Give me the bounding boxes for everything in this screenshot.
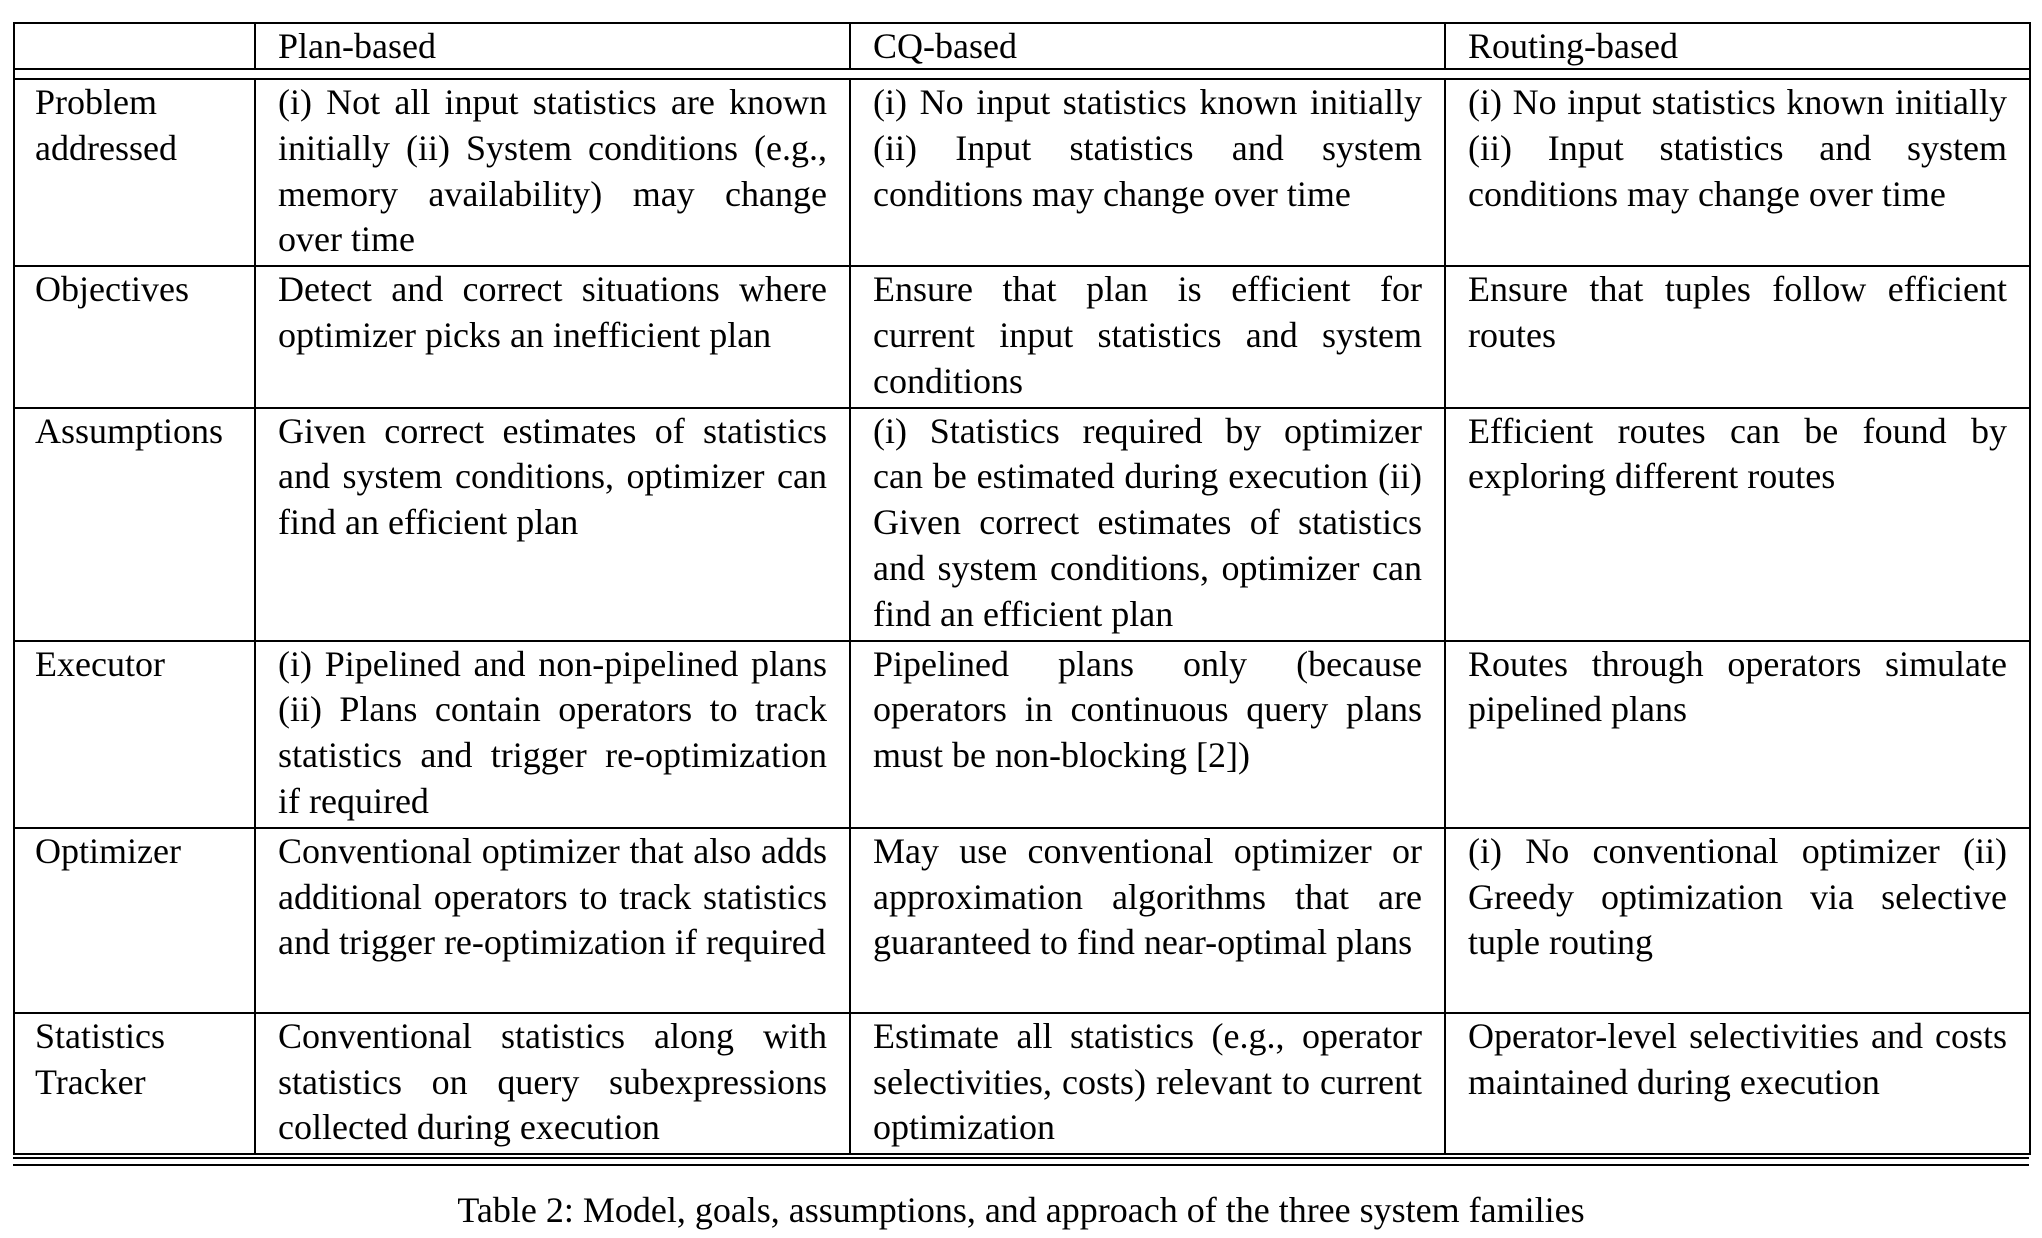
table-cell-routing: (i) No input statistics known initially … <box>1444 77 2031 267</box>
table-cell-cq: Ensure that plan is efficient for curren… <box>849 265 1446 408</box>
table-cell-cq: Pipelined plans only (because operators … <box>849 639 1446 828</box>
table-cell-plan: Conventional optimizer that also adds ad… <box>254 826 851 1013</box>
comparison-table: Plan-based CQ-based Routing-based Proble… <box>13 22 2031 1156</box>
table-cell-cq: Estimate all statistics (e.g., operator … <box>849 1011 1446 1156</box>
table-row-executor: Executor (i) Pipelined and non-pipelined… <box>13 639 2031 828</box>
table-cell-cq: May use conventional optimizer or approx… <box>849 826 1446 1013</box>
table-caption: Table 2: Model, goals, assumptions, and … <box>457 1190 1585 1230</box>
table-cell-plan: (i) Pipelined and non-pipelined plans (i… <box>254 639 851 828</box>
table-row-statistics-tracker: Statistics Tracker Conventional statisti… <box>13 1011 2031 1156</box>
table-cell-routing: Ensure that tuples follow efficient rout… <box>1444 265 2031 408</box>
table-cell-routing: (i) No conventional optimizer (ii) Greed… <box>1444 826 2031 1013</box>
row-label-text: Problem addressed <box>35 82 177 168</box>
header-plan-based: Plan-based <box>254 22 851 70</box>
row-label: Executor <box>13 639 256 828</box>
table-cell-routing: Efficient routes can be found by explori… <box>1444 406 2031 641</box>
table-cell-cq: (i) No input statistics known initially … <box>849 77 1446 267</box>
header-cq-based: CQ-based <box>849 22 1446 70</box>
row-label-text: Statistics Tracker <box>35 1015 166 1102</box>
header-corner <box>13 22 256 70</box>
table-row-objectives: Objectives Detect and correct situations… <box>13 265 2031 408</box>
table-row-assumptions: Assumptions Given correct estimates of s… <box>13 406 2031 641</box>
table-row-optimizer: Optimizer Conventional optimizer that al… <box>13 826 2031 1013</box>
row-label: Problem addressed <box>13 77 256 267</box>
table-bottom-double-rule <box>13 1157 2029 1166</box>
table-cell-plan: Conventional statistics along with stati… <box>254 1011 851 1156</box>
row-label: Assumptions <box>13 406 256 641</box>
table-cell-routing: Operator-level selectivities and costs m… <box>1444 1011 2031 1156</box>
row-label: Optimizer <box>13 826 256 1013</box>
header-gap <box>13 69 2031 79</box>
row-label: Statistics Tracker <box>13 1011 256 1156</box>
header-routing-based: Routing-based <box>1444 22 2031 70</box>
table-row-problem-addressed: Problem addressed (i) Not all input stat… <box>13 77 2031 267</box>
table-cell-plan: Given correct estimates of statistics an… <box>254 406 851 641</box>
row-label: Objectives <box>13 265 256 408</box>
table-cell-cq: (i) Statistics required by optimizer can… <box>849 406 1446 641</box>
comparison-table-container: Plan-based CQ-based Routing-based Proble… <box>13 22 2031 1156</box>
table-cell-plan: Detect and correct situations where opti… <box>254 265 851 408</box>
table-cell-plan: (i) Not all input statistics are known i… <box>254 77 851 267</box>
header-row: Plan-based CQ-based Routing-based <box>13 22 2031 70</box>
table-cell-routing: Routes through operators simulate pipeli… <box>1444 639 2031 828</box>
